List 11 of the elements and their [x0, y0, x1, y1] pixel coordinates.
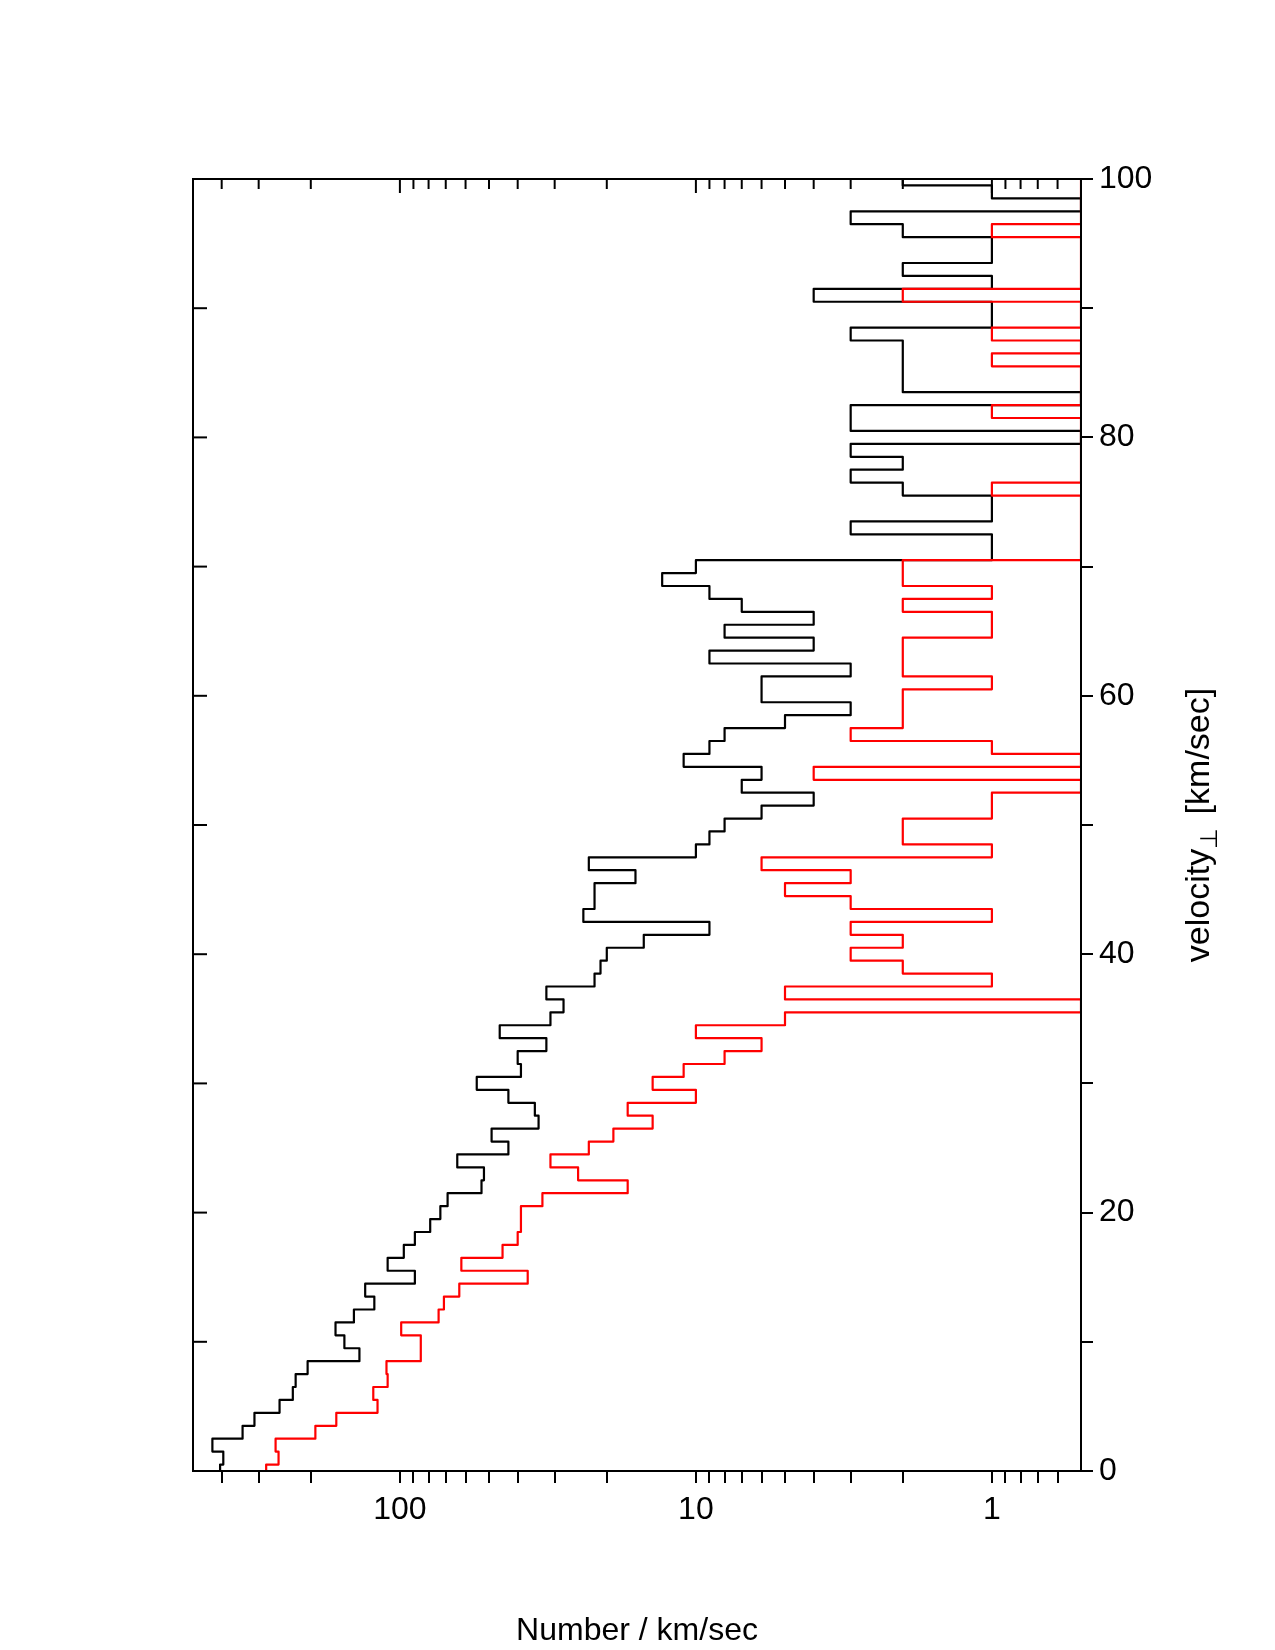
y-tick-label: 0 — [1099, 1450, 1117, 1487]
y-tick-label: 100 — [1099, 158, 1153, 195]
x-axis-title: Number / km/sec — [516, 1610, 758, 1647]
x-tick-label: 10 — [678, 1490, 714, 1527]
x-tick-label: 100 — [373, 1490, 427, 1527]
y-tick-label: 40 — [1099, 934, 1135, 971]
y-axis-title: velocity⊥ [km/sec] — [1178, 687, 1222, 963]
x-tick-label: 1 — [983, 1490, 1001, 1527]
y-tick-label: 60 — [1099, 675, 1135, 712]
y-tick-label: 80 — [1099, 417, 1135, 454]
y-tick-label: 20 — [1099, 1192, 1135, 1229]
